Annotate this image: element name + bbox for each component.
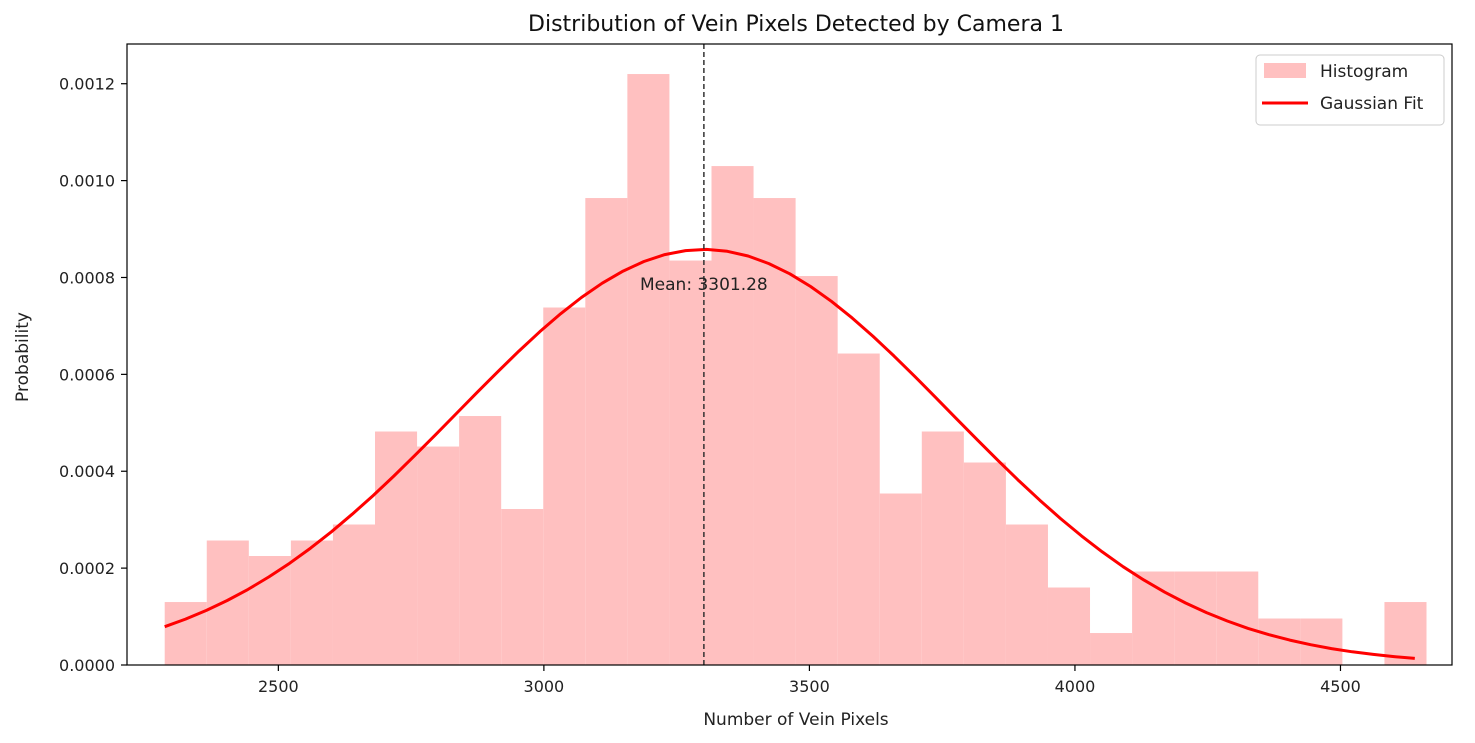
plot-frame: [126, 43, 1453, 666]
histogram-bar: [1090, 633, 1133, 665]
y-tick-label: 0.0000: [59, 656, 115, 675]
histogram-bar: [795, 276, 838, 665]
histogram-bar: [1300, 618, 1343, 665]
legend-gaussian-label: Gaussian Fit: [1320, 94, 1424, 114]
y-tick-label: 0.0010: [59, 172, 115, 191]
histogram-bar: [375, 431, 418, 665]
x-tick-label: 3000: [524, 677, 565, 696]
chart-title: Distribution of Vein Pixels Detected by …: [528, 12, 1064, 37]
y-tick-label: 0.0002: [59, 559, 115, 578]
legend-histogram-swatch: [1264, 63, 1306, 78]
y-axis-label: Probability: [13, 312, 33, 402]
histogram-bar: [332, 524, 376, 665]
histogram-bar: [669, 260, 712, 665]
histogram-bar: [585, 198, 628, 665]
legend: Histogram Gaussian Fit: [1255, 54, 1445, 126]
histogram-bar: [1384, 602, 1427, 665]
histogram-bar: [921, 431, 964, 665]
x-tick-label: 3500: [789, 677, 830, 696]
histogram-bar: [1047, 587, 1091, 665]
histogram-bar: [206, 540, 249, 665]
histogram-bar: [1005, 524, 1048, 665]
histogram-bar: [879, 493, 922, 665]
y-tick-label: 0.0006: [59, 365, 115, 384]
legend-histogram-label: Histogram: [1320, 62, 1408, 82]
histogram-bar: [753, 198, 796, 665]
histogram-bar: [248, 556, 291, 665]
mean-annotation: Mean: 3301.28: [640, 275, 768, 295]
axes: 2500 3000 3500 4000 4500 0.0000 0.0002 0.0004 0.…: [59, 43, 1453, 696]
y-tick-label: 0.0008: [59, 268, 115, 287]
histogram-bar: [417, 446, 460, 665]
histogram-bar: [1174, 571, 1217, 665]
y-tick-label: 0.0012: [59, 75, 115, 94]
histogram-bar: [459, 416, 502, 665]
histogram-bar: [711, 166, 754, 665]
y-tick-label: 0.0004: [59, 462, 115, 481]
histogram-bar: [501, 509, 544, 665]
x-tick-label: 4500: [1320, 677, 1361, 696]
x-axis-label: Number of Vein Pixels: [703, 710, 888, 730]
histogram-bar: [627, 74, 670, 665]
x-tick-label: 2500: [258, 677, 299, 696]
histogram-bar: [290, 540, 333, 665]
mean-line-layer: Mean: 3301.28: [640, 44, 768, 665]
histogram-bar: [963, 462, 1006, 665]
histogram-bar: [837, 353, 880, 665]
histogram-bars: [164, 74, 1427, 665]
histogram-bar: [543, 307, 586, 665]
gaussian-fit-line: [164, 247, 1415, 660]
gaussian-fit-layer: [164, 247, 1415, 660]
x-tick-label: 4000: [1055, 677, 1096, 696]
